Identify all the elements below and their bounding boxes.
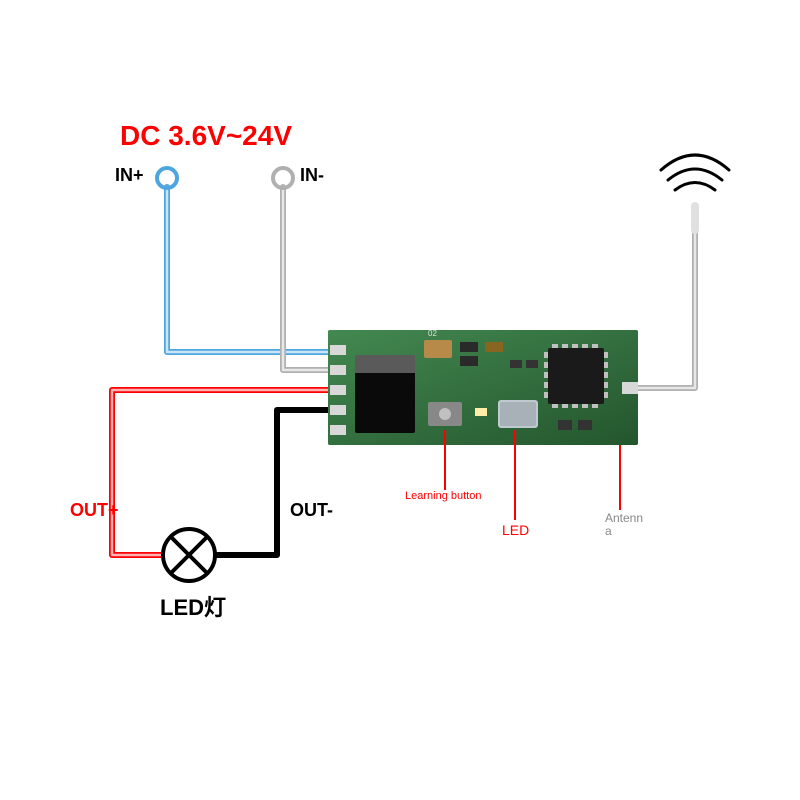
out-minus-label: OUT- <box>290 500 333 521</box>
led-annotation-label: LED <box>502 522 529 538</box>
in-plus-label: IN+ <box>115 165 144 186</box>
led-lamp-symbol <box>163 529 215 581</box>
in-minus-label: IN- <box>300 165 324 186</box>
svg-text:02: 02 <box>428 329 437 338</box>
wire-out-plus <box>112 390 333 555</box>
wire-in-minus <box>283 187 333 370</box>
wire-out-minus <box>215 410 333 555</box>
antenna-label: Antenna <box>605 512 647 538</box>
pcb-board: 02 <box>328 329 638 445</box>
wire-in-plus <box>167 187 333 352</box>
out-plus-label: OUT+ <box>70 500 119 521</box>
learning-button-label: Learning button <box>405 490 481 502</box>
title-label: DC 3.6V~24V <box>120 120 292 152</box>
signal-icon <box>661 155 729 190</box>
wire-antenna <box>636 202 699 388</box>
led-lamp-label: LED灯 <box>160 590 226 622</box>
